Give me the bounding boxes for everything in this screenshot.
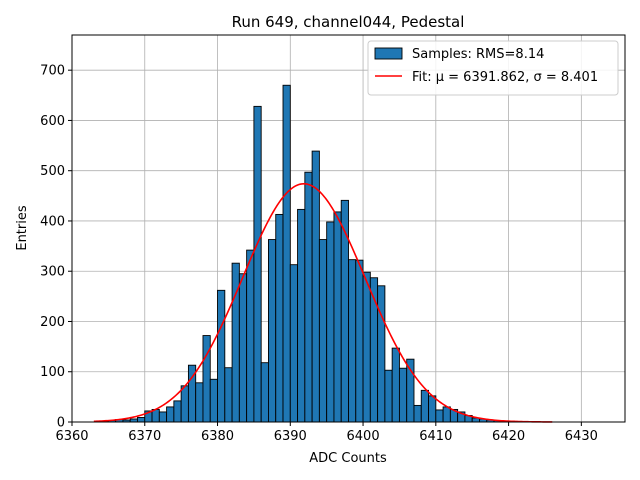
histogram-bar bbox=[246, 249, 255, 423]
histogram-bar bbox=[318, 239, 328, 423]
histogram-bar bbox=[195, 382, 204, 423]
y-tick-label: 100 bbox=[40, 365, 65, 380]
x-tick-label: 6380 bbox=[201, 429, 234, 444]
y-tick-label: 400 bbox=[40, 214, 65, 229]
histogram-bar bbox=[398, 367, 408, 423]
gaussian-fit-line bbox=[93, 182, 553, 423]
histogram-bar bbox=[442, 406, 451, 423]
y-tick-label: 200 bbox=[40, 315, 65, 330]
legend: Samples: RMS=8.14 Fit: μ = 6391.862, σ =… bbox=[367, 40, 619, 96]
y-axis-label: Entries bbox=[15, 205, 30, 251]
histogram-bar bbox=[209, 378, 218, 423]
histogram-bar bbox=[311, 150, 320, 423]
histogram-bar bbox=[355, 259, 364, 423]
histogram-bar bbox=[268, 239, 277, 423]
histogram-bar bbox=[282, 84, 291, 423]
histogram-bar bbox=[238, 273, 248, 423]
x-tick-label: 6400 bbox=[347, 429, 380, 444]
histogram-bar bbox=[180, 385, 189, 423]
histogram-bar bbox=[224, 367, 233, 423]
histogram-bars bbox=[100, 84, 531, 423]
histogram-bar bbox=[275, 213, 284, 423]
legend-box bbox=[367, 40, 619, 96]
histogram-bar bbox=[377, 285, 386, 423]
histogram-bar bbox=[260, 362, 269, 423]
plot-frame bbox=[71, 34, 626, 423]
y-tick-label: 600 bbox=[40, 114, 65, 129]
legend-samples-label: Samples: RMS=8.14 bbox=[412, 47, 544, 62]
histogram-bar bbox=[333, 211, 342, 423]
histogram-bar bbox=[428, 395, 437, 423]
legend-fit-label: Fit: μ = 6391.862, σ = 8.401 bbox=[412, 70, 598, 85]
y-tick-label: 0 bbox=[57, 416, 65, 431]
histogram-bar bbox=[384, 369, 393, 423]
histogram-bar bbox=[137, 417, 146, 423]
histogram-bar bbox=[304, 171, 313, 423]
x-tick-label: 6360 bbox=[55, 429, 88, 444]
y-tick-label: 700 bbox=[40, 64, 65, 79]
histogram-bar bbox=[348, 259, 357, 423]
histogram-bar bbox=[362, 271, 371, 423]
histogram-bar bbox=[158, 411, 168, 423]
x-axis-label: ADC Counts bbox=[309, 451, 387, 466]
histogram-bar bbox=[435, 409, 444, 423]
y-tick-label: 500 bbox=[40, 164, 65, 179]
x-tick-label: 6430 bbox=[565, 429, 598, 444]
histogram-bar bbox=[297, 208, 306, 423]
chart-title: Run 649, channel044, Pedestal bbox=[232, 13, 465, 31]
histogram-bar bbox=[391, 347, 400, 423]
histogram-bar bbox=[202, 335, 211, 423]
x-tick-label: 6410 bbox=[419, 429, 452, 444]
histogram-bar bbox=[217, 289, 226, 423]
x-tick-label: 6390 bbox=[274, 429, 307, 444]
histogram-bar bbox=[413, 404, 422, 423]
histogram-bar bbox=[420, 389, 429, 423]
x-tick-label: 6420 bbox=[492, 429, 525, 444]
x-tick-label: 6370 bbox=[128, 429, 161, 444]
y-tick-label: 300 bbox=[40, 265, 65, 280]
histogram-bar bbox=[166, 406, 175, 423]
x-axis-ticks: 6360 6370 6380 6390 6400 6410 6420 6430 bbox=[55, 422, 598, 444]
legend-samples-swatch bbox=[374, 47, 403, 60]
histogram-bar bbox=[173, 400, 182, 423]
y-axis-ticks: 0 100 200 300 400 500 600 700 bbox=[40, 64, 72, 431]
histogram-bar bbox=[253, 105, 262, 423]
histogram-bar bbox=[326, 221, 335, 423]
histogram-bar bbox=[289, 264, 299, 423]
